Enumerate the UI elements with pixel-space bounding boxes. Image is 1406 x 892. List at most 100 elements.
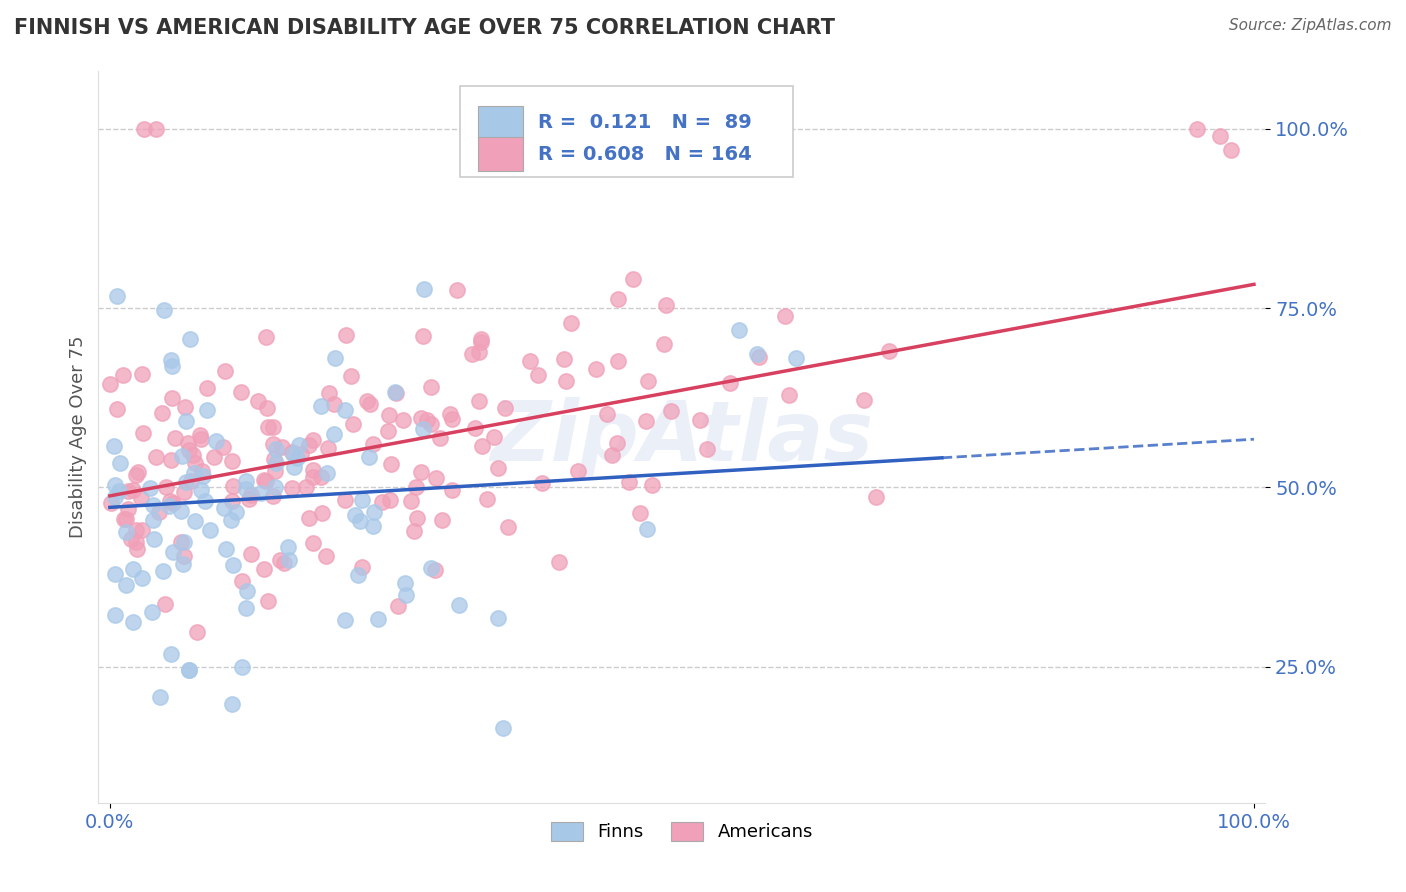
Point	[280, 481, 302, 495]
Point	[153, 302, 176, 317]
Point	[159, 493, 181, 508]
Point	[238, 491, 260, 506]
Point	[1220, 143, 1243, 157]
Point	[205, 434, 228, 449]
Point	[148, 505, 170, 519]
Point	[350, 560, 373, 574]
Point	[98, 376, 121, 391]
Point	[773, 309, 796, 323]
Point	[486, 611, 509, 625]
Point	[157, 500, 180, 514]
Point	[349, 514, 371, 528]
Point	[212, 500, 235, 515]
Point	[333, 492, 356, 507]
Point	[352, 492, 374, 507]
Point	[174, 475, 197, 490]
Point	[879, 343, 901, 358]
Point	[262, 419, 284, 434]
Point	[202, 450, 225, 465]
Point	[607, 354, 630, 368]
Point	[180, 474, 202, 488]
Point	[567, 464, 589, 478]
Point	[231, 574, 253, 589]
Point	[190, 483, 212, 498]
Point	[134, 121, 156, 136]
Point	[160, 453, 183, 467]
Point	[254, 474, 277, 488]
Point	[173, 534, 195, 549]
Point	[263, 452, 285, 467]
Point	[405, 480, 427, 494]
Point	[359, 450, 381, 465]
Point	[115, 525, 138, 540]
Point	[311, 506, 333, 520]
Point	[177, 436, 200, 450]
Point	[277, 540, 299, 554]
Point	[630, 506, 652, 520]
Point	[378, 408, 401, 422]
Point	[323, 351, 346, 366]
Point	[318, 386, 340, 401]
Point	[177, 442, 200, 457]
Point	[290, 447, 312, 461]
Point	[262, 436, 284, 450]
Point	[149, 690, 172, 705]
Point	[117, 483, 139, 498]
Point	[621, 271, 644, 285]
Point	[600, 448, 623, 462]
Point	[145, 121, 167, 136]
Point	[468, 394, 491, 409]
Point	[162, 391, 184, 405]
Point	[235, 601, 257, 615]
Text: R = 0.608   N = 164: R = 0.608 N = 164	[538, 145, 752, 163]
Point	[155, 480, 177, 494]
Point	[745, 347, 768, 361]
Point	[221, 454, 243, 468]
Point	[229, 385, 252, 400]
Point	[183, 457, 205, 471]
Text: FINNISH VS AMERICAN DISABILITY AGE OVER 75 CORRELATION CHART: FINNISH VS AMERICAN DISABILITY AGE OVER …	[14, 18, 835, 37]
Point	[117, 501, 139, 516]
Point	[124, 534, 146, 549]
FancyBboxPatch shape	[478, 137, 523, 171]
Point	[256, 401, 278, 415]
Point	[370, 494, 392, 508]
Text: Source: ZipAtlas.com: Source: ZipAtlas.com	[1229, 18, 1392, 33]
Point	[124, 468, 146, 483]
Point	[295, 480, 318, 494]
Point	[439, 408, 461, 422]
Point	[122, 561, 145, 575]
Point	[423, 562, 446, 576]
Point	[172, 557, 194, 571]
Point	[555, 374, 578, 388]
Point	[309, 469, 332, 483]
Point	[429, 431, 451, 445]
Point	[170, 534, 193, 549]
Point	[214, 364, 236, 378]
Point	[281, 447, 304, 461]
Point	[104, 608, 127, 623]
Point	[183, 514, 205, 528]
Point	[343, 508, 366, 522]
Point	[384, 385, 406, 400]
Point	[264, 456, 287, 470]
Point	[283, 460, 305, 475]
Point	[104, 490, 127, 504]
Point	[108, 483, 131, 498]
Point	[689, 413, 711, 427]
Point	[853, 393, 876, 408]
Point	[865, 490, 887, 504]
Point	[346, 568, 368, 582]
Point	[315, 549, 337, 564]
Point	[298, 510, 321, 524]
Point	[482, 430, 505, 444]
Legend: Finns, Americans: Finns, Americans	[543, 814, 821, 848]
Point	[152, 564, 174, 578]
Point	[221, 494, 243, 508]
Point	[104, 566, 127, 581]
Point	[215, 542, 238, 557]
Point	[222, 558, 245, 572]
Point	[131, 491, 153, 505]
Point	[247, 394, 270, 409]
Point	[225, 505, 247, 519]
